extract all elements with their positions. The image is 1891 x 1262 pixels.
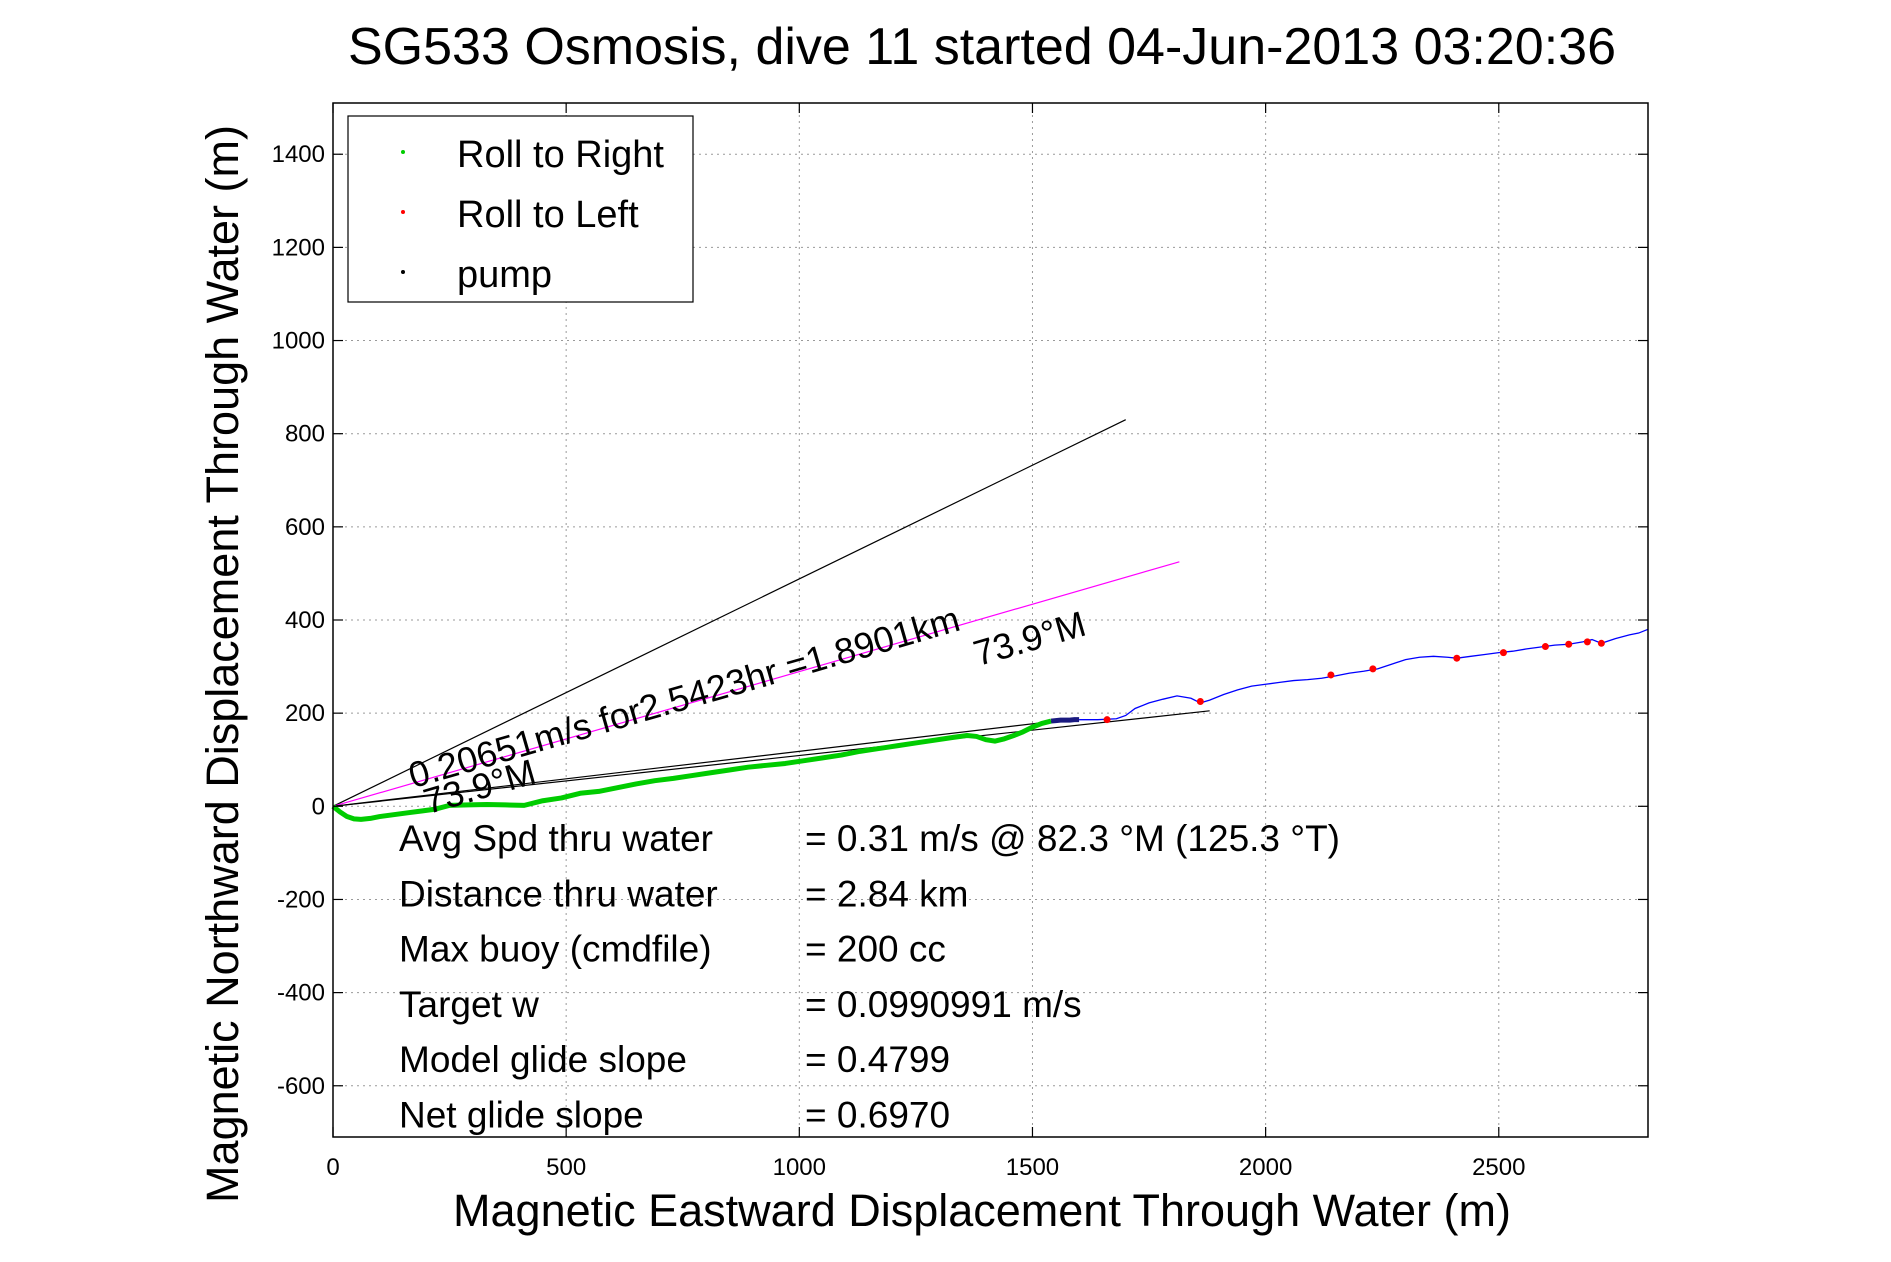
stat-label: Avg Spd thru water [399, 818, 713, 859]
roll-left-point [1196, 698, 1204, 706]
stat-label: Net glide slope [399, 1095, 644, 1136]
speed-heading-line [332, 561, 1180, 807]
y-tick-label: 600 [285, 514, 325, 541]
y-tick-label: -200 [277, 886, 325, 913]
y-tick-label: 400 [285, 607, 325, 634]
y-tick-label: 800 [285, 421, 325, 448]
legend-label: Roll to Right [457, 134, 664, 176]
roll-left-point [1583, 638, 1591, 646]
legend-marker [401, 270, 405, 274]
data-series [331, 628, 1649, 822]
legend-marker [401, 210, 405, 214]
pump-line [1050, 717, 1080, 724]
axis-ticks: 0 500 1000 1500 2000 2500 -600 -400 -200 0 200 400 6… [272, 103, 1648, 1181]
roll-right-line [331, 718, 1052, 822]
stat-label: Distance thru water [399, 873, 718, 914]
stat-value: = 0.4799 [805, 1039, 950, 1080]
stat-value: = 0.0990991 m/s [805, 984, 1082, 1025]
roll-left-point [1453, 654, 1461, 662]
stat-value: = 0.31 m/s @ 82.3 °M (125.3 °T) [805, 818, 1340, 859]
y-tick-label: -600 [277, 1073, 325, 1100]
x-tick-label: 1500 [1006, 1154, 1059, 1181]
chart-title: SG533 Osmosis, dive 11 started 04-Jun-20… [348, 18, 1616, 76]
x-axis-label: Magnetic Eastward Displacement Through W… [453, 1185, 1511, 1236]
y-tick-label: 1400 [272, 141, 325, 168]
roll-left-point [1499, 649, 1507, 657]
y-tick-label: 1000 [272, 328, 325, 355]
roll-left-point [1541, 643, 1549, 651]
y-tick-label: -400 [277, 980, 325, 1007]
grid [333, 103, 1648, 1137]
y-axis-label: Magnetic Northward Displacement Through … [197, 125, 248, 1203]
legend-label: Roll to Left [457, 194, 639, 236]
x-tick-label: 0 [326, 1154, 339, 1181]
stat-label: Target w [399, 984, 539, 1025]
roll-left-point [1103, 716, 1111, 724]
stat-value: = 0.6970 [805, 1095, 950, 1136]
steep-heading-line [332, 419, 1126, 807]
legend-label: pump [457, 254, 552, 296]
legend-box [347, 115, 694, 303]
y-tick-label: 0 [312, 793, 325, 820]
actual-track-chord [332, 720, 1056, 807]
x-tick-label: 500 [546, 1154, 586, 1181]
legend-marker [401, 150, 405, 154]
model-heading-line [332, 710, 1210, 807]
stat-value: = 2.84 km [805, 873, 969, 914]
roll-left-point [1565, 640, 1573, 648]
legend: Roll to Right Roll to Left pump [347, 115, 694, 303]
roll-left-point [1327, 671, 1335, 679]
x-tick-label: 2000 [1239, 1154, 1292, 1181]
x-tick-label: 2500 [1472, 1154, 1525, 1181]
stat-label: Model glide slope [399, 1039, 687, 1080]
y-tick-label: 1200 [272, 234, 325, 261]
y-tick-label: 200 [285, 700, 325, 727]
stat-value: = 200 cc [805, 929, 946, 970]
stat-label: Max buoy (cmdfile) [399, 929, 712, 970]
roll-left-point [1369, 665, 1377, 673]
roll-left-point [1597, 639, 1605, 647]
reference-lines [332, 419, 1210, 807]
x-tick-label: 1000 [773, 1154, 826, 1181]
